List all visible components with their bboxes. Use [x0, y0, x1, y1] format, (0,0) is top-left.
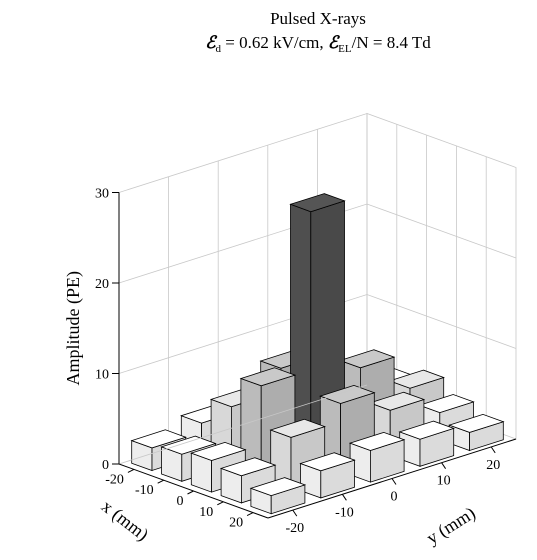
x-axis-label: x (mm): [97, 496, 152, 545]
floor-back-left-edge: [118, 384, 368, 465]
y-tick-label: -10: [335, 505, 354, 520]
x-tick-mark: [157, 479, 164, 484]
wall-grid-line-z: [118, 203, 517, 284]
bar-face-top: [190, 441, 247, 461]
y-tick-label: -20: [285, 521, 304, 536]
bar-face-top: [319, 384, 376, 404]
bar-face-top: [269, 418, 326, 438]
x-tick-mark: [217, 501, 224, 506]
z-tick-label: 0: [102, 458, 109, 473]
chart-bars: [130, 193, 505, 515]
wall-grid-line-z: [118, 294, 517, 374]
bar-0-20: [348, 431, 406, 483]
bar-10-20: [299, 452, 356, 499]
bar--20-20: [448, 413, 505, 452]
y-tick-mark: [490, 446, 496, 454]
z-tick-label: 30: [95, 187, 109, 202]
el-field-subscript: EL: [338, 43, 352, 55]
drift-field-symbol: ℰ: [205, 33, 218, 52]
y-tick-label: 10: [437, 474, 451, 489]
x-tick-label: 10: [199, 505, 213, 520]
chart-walls: [118, 112, 517, 465]
subtitle-mid-text: = 0.62 kV/cm,: [221, 33, 328, 52]
subtitle-tail-text: /N = 8.4 Td: [352, 33, 432, 52]
bar-face-top: [219, 457, 277, 477]
bar-face-top: [239, 367, 297, 387]
y-tick-mark: [391, 478, 397, 485]
bar-20-20: [249, 477, 307, 515]
x-tick-label: -20: [105, 472, 124, 487]
bar-face-top: [348, 431, 406, 451]
x-tick-mark: [127, 468, 135, 473]
el-field-symbol: ℰ: [328, 33, 341, 52]
y-tick-mark: [341, 494, 347, 501]
y-tick-label: 20: [486, 458, 500, 473]
bar-face-top: [249, 477, 307, 497]
y-axis-label: y (mm): [423, 503, 479, 549]
x-tick-mark: [187, 490, 194, 495]
bar-face-top: [388, 369, 445, 389]
y-tick-label: 0: [391, 490, 398, 505]
bar-face-top: [299, 452, 356, 472]
z-tick-label: 20: [95, 277, 109, 292]
x-tick-mark: [246, 512, 254, 517]
z-axis-label: Amplitude (PE): [63, 271, 84, 386]
y-tick-mark: [441, 462, 447, 469]
bar-face-top: [130, 429, 187, 449]
bar-face-top: [338, 349, 396, 369]
bar-face-top: [418, 394, 475, 414]
y-tick-mark: [292, 509, 298, 517]
chart-subtitle: ℰd = 0.62 kV/cm, ℰEL/N = 8.4 Td: [205, 33, 431, 55]
drift-field-subscript: d: [216, 43, 222, 55]
x-tick-label: 20: [229, 516, 243, 531]
bar-face-top: [160, 435, 217, 455]
bar-face-top: [368, 391, 426, 411]
bar-face-top: [289, 193, 346, 213]
bar--10-20: [398, 420, 455, 467]
x-tick-label: 0: [177, 494, 184, 509]
chart-title: Pulsed X-rays: [270, 9, 366, 28]
z-tick-label: 10: [95, 368, 109, 383]
x-tick-label: -10: [135, 483, 154, 498]
bar-face-top: [448, 413, 505, 433]
bar-face-top: [398, 420, 455, 440]
